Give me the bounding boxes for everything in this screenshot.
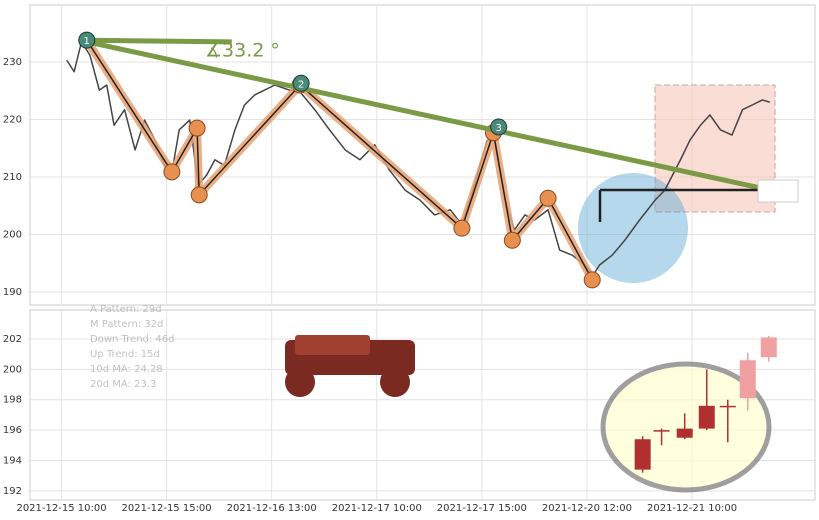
pivot-point <box>188 119 206 137</box>
legend-text: Down Trend: 46d <box>90 334 175 345</box>
y-tick-label: 198 <box>3 395 22 406</box>
legend-text: 20d MA: 23.3 <box>90 379 156 390</box>
jeep-wheel <box>285 367 315 397</box>
pivot-point <box>163 163 181 181</box>
candle-body <box>698 405 715 429</box>
y-tick-label: 230 <box>3 57 22 68</box>
x-tick-label: 2021-12-21 10:00 <box>647 503 737 514</box>
pivot-point <box>190 186 208 204</box>
x-tick-label: 2021-12-20 12:00 <box>542 503 632 514</box>
y-tick-label: 192 <box>3 486 22 497</box>
marker <box>490 118 508 136</box>
marker-label: 1 <box>84 36 90 47</box>
pivot-point <box>539 189 557 207</box>
y-tick-label: 210 <box>3 172 22 183</box>
y-tick-label: 190 <box>3 287 22 298</box>
x-tick-label: 2021-12-16 13:00 <box>227 503 317 514</box>
jeep-icon <box>285 335 415 397</box>
legend-text: A Pattern: 29d <box>90 304 162 315</box>
y-tick-label: 220 <box>3 115 22 126</box>
marker-label: 2 <box>298 79 304 90</box>
jeep-wheel <box>380 367 410 397</box>
y-tick-label: 202 <box>3 334 22 345</box>
candle-body <box>676 428 693 438</box>
pivot-point <box>503 231 521 249</box>
arrow <box>598 188 760 222</box>
candle-body <box>760 337 777 358</box>
x-tick-label: 2021-12-17 15:00 <box>437 503 527 514</box>
x-tick-label: 2021-12-17 10:00 <box>332 503 422 514</box>
x-tick-label: 2021-12-15 15:00 <box>122 503 212 514</box>
legend-text: 10d MA: 24.28 <box>90 364 163 375</box>
plot: 1 2 3 <box>66 31 777 473</box>
candle-body <box>719 405 736 408</box>
x-tick-label: 2021-12-15 10:00 <box>16 503 106 514</box>
y-tick-label: 196 <box>3 425 22 436</box>
series-line <box>79 37 232 45</box>
candle-body <box>653 430 670 432</box>
pivot-point <box>583 271 601 289</box>
y-tick-label: 200 <box>3 230 22 241</box>
marker <box>78 31 96 49</box>
y-tick-label: 194 <box>3 456 22 467</box>
candle-body <box>634 439 651 470</box>
series-line <box>78 37 761 191</box>
legend-text: Up Trend: 15d <box>90 349 160 360</box>
icon-box <box>757 179 799 203</box>
candle-body <box>739 360 756 399</box>
marker-label: 3 <box>496 123 502 134</box>
y-tick-label: 200 <box>3 364 22 375</box>
pivot-point <box>453 219 471 237</box>
jeep-roof <box>295 335 370 355</box>
angle-label: ∡33.2 ° <box>205 40 280 62</box>
marker <box>292 74 310 92</box>
legend: A Pattern: 29d M Pattern: 32d Down Trend… <box>90 304 175 390</box>
pattern-line <box>86 39 593 281</box>
legend-text: M Pattern: 32d <box>90 319 163 330</box>
